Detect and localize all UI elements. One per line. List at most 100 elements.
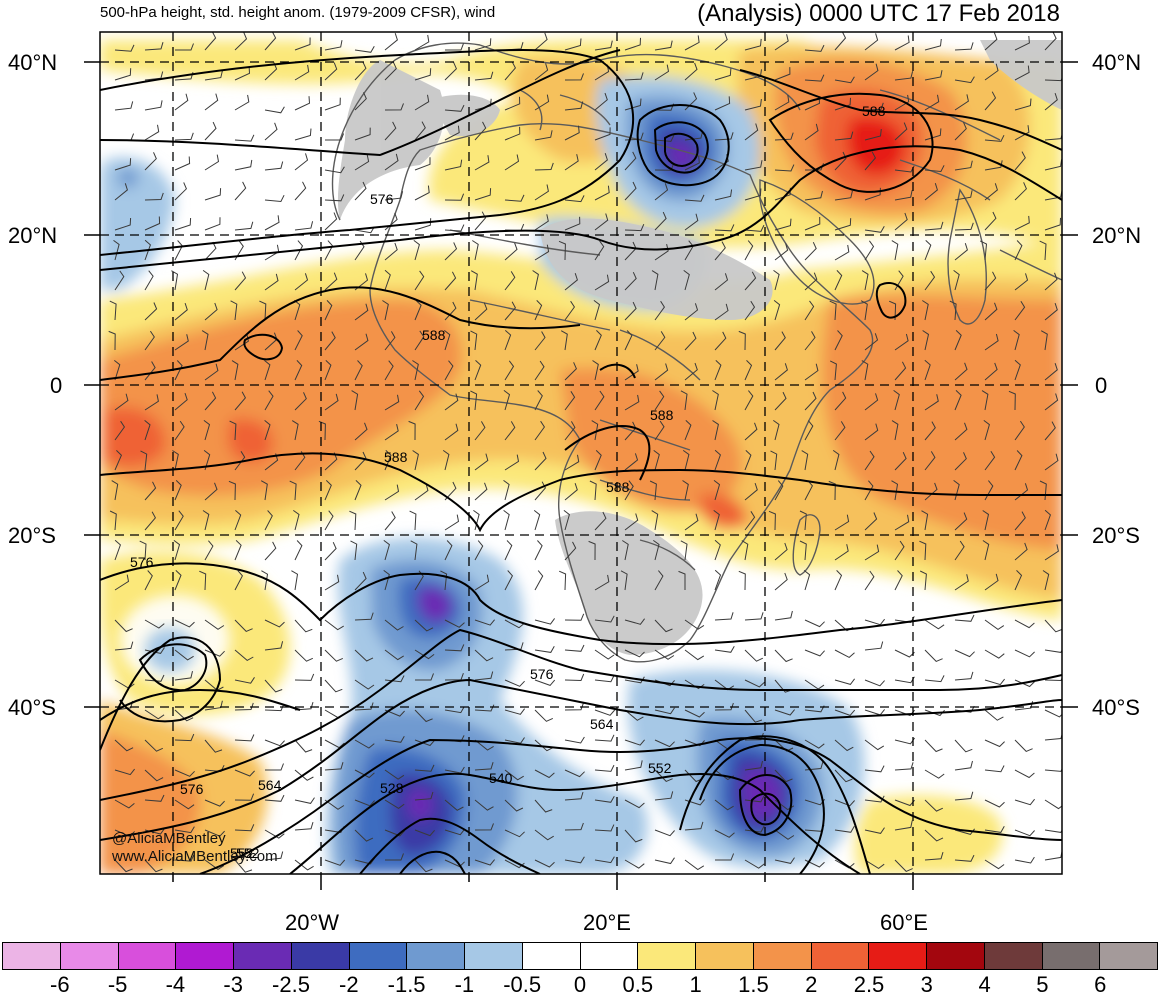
wind-barb bbox=[384, 511, 396, 531]
wind-barb bbox=[715, 853, 735, 861]
wind-barb bbox=[594, 40, 613, 51]
wind-barb bbox=[174, 670, 193, 681]
wind-barb bbox=[173, 540, 181, 561]
wind-barb bbox=[774, 649, 793, 663]
wind-barb bbox=[954, 330, 962, 351]
wind-barb bbox=[774, 34, 789, 51]
wind-barb bbox=[504, 859, 525, 869]
wind-barb bbox=[684, 131, 704, 141]
wind-barb bbox=[984, 619, 1005, 631]
wind-barb bbox=[204, 32, 217, 51]
wind-barb bbox=[834, 570, 843, 591]
wind-barb bbox=[444, 159, 463, 171]
wind-barb bbox=[382, 300, 389, 321]
wind-barb bbox=[984, 134, 1005, 142]
wind-barb bbox=[204, 93, 219, 111]
colorbar-label: 0.5 bbox=[622, 972, 654, 997]
wind-barb bbox=[114, 158, 132, 171]
wind-barb bbox=[140, 450, 148, 471]
wind-barb bbox=[979, 240, 988, 261]
wind-barb bbox=[684, 62, 698, 81]
wind-barb bbox=[774, 95, 790, 111]
wind-barb bbox=[744, 188, 762, 201]
wind-barb bbox=[470, 330, 478, 351]
wind-barb bbox=[354, 799, 375, 807]
wind-barb bbox=[474, 762, 494, 771]
contour-label: 588 bbox=[862, 103, 886, 119]
wind-barb bbox=[954, 362, 968, 381]
wind-barb bbox=[684, 821, 704, 831]
wind-barb bbox=[919, 570, 927, 591]
wind-barb bbox=[594, 795, 615, 803]
wind-barb bbox=[354, 127, 371, 141]
wind-barb bbox=[834, 218, 852, 231]
wind-barb bbox=[231, 360, 239, 381]
wind-barb bbox=[113, 360, 121, 381]
wind-barb bbox=[984, 826, 1005, 833]
wind-barb bbox=[384, 829, 405, 837]
wind-barb bbox=[504, 708, 525, 715]
wind-barb bbox=[768, 510, 776, 531]
wind-barb bbox=[894, 859, 913, 872]
wind-barb bbox=[624, 760, 643, 771]
wind-barb bbox=[954, 540, 965, 561]
wind-barb bbox=[801, 450, 809, 471]
wind-barb bbox=[593, 300, 601, 321]
wind-barb bbox=[384, 331, 396, 351]
wind-barb bbox=[894, 212, 908, 231]
contour-labels: 576 588 588 588 588 576 576 564 552 540 528 552 576 5… bbox=[130, 103, 886, 861]
colorbar-labels: -6 -5 -4 -3 -2.5 -2 -1.5 -1 -0.5 0 0.5 1 1.5 2 2.5 3 4 5 6 bbox=[0, 972, 1160, 998]
wind-barb bbox=[924, 394, 939, 411]
wind-barb bbox=[564, 362, 577, 381]
wind-barb bbox=[594, 675, 615, 683]
wind-barb bbox=[385, 853, 404, 861]
wind-barb bbox=[409, 510, 417, 531]
wind-barb bbox=[683, 270, 690, 291]
wind-barb bbox=[894, 762, 914, 771]
wind-barb bbox=[654, 707, 675, 715]
wind-barb bbox=[1014, 35, 1030, 51]
wind-barb bbox=[294, 240, 304, 261]
wind-barb bbox=[1044, 453, 1059, 471]
wind-barb bbox=[774, 709, 795, 716]
wind-barb bbox=[864, 102, 884, 111]
wind-barb bbox=[351, 390, 359, 411]
wind-barb bbox=[654, 300, 666, 321]
wind-barb bbox=[264, 106, 285, 114]
wind-barb bbox=[981, 390, 989, 411]
wind-barb bbox=[264, 829, 285, 839]
wind-barb bbox=[264, 619, 285, 628]
colorbar-swatch bbox=[118, 943, 177, 969]
wind-barb bbox=[594, 764, 615, 772]
wind-barb bbox=[744, 859, 765, 869]
wind-barb bbox=[174, 156, 191, 171]
wind-barb bbox=[444, 423, 459, 441]
wind-barb bbox=[744, 160, 763, 171]
wind-barb bbox=[864, 225, 885, 233]
wind-barb bbox=[714, 96, 731, 111]
wind-barb bbox=[744, 482, 758, 501]
wind-barb bbox=[891, 420, 899, 441]
wind-barb bbox=[1044, 649, 1062, 653]
wind-barb bbox=[444, 271, 457, 291]
wind-barb bbox=[594, 274, 610, 291]
wind-barb bbox=[534, 130, 553, 141]
wind-barb bbox=[829, 360, 837, 381]
wind-barb bbox=[714, 829, 735, 838]
wind-barb bbox=[564, 613, 585, 621]
wind-barb bbox=[654, 390, 665, 411]
wind-barb bbox=[144, 124, 160, 141]
wind-barb bbox=[594, 153, 608, 171]
wind-barb bbox=[414, 300, 422, 321]
wind-barb bbox=[714, 612, 734, 621]
colorbar-label: 2 bbox=[805, 972, 818, 997]
wind-barb bbox=[1014, 125, 1030, 141]
wind-barb bbox=[1039, 240, 1047, 261]
wind-barb bbox=[444, 706, 465, 714]
wind-barb bbox=[294, 859, 314, 871]
wind-barb bbox=[564, 421, 576, 441]
colorbar-swatch bbox=[927, 943, 985, 969]
wind-barb bbox=[620, 570, 628, 591]
wind-barb bbox=[354, 739, 375, 749]
wind-barb bbox=[714, 645, 735, 653]
